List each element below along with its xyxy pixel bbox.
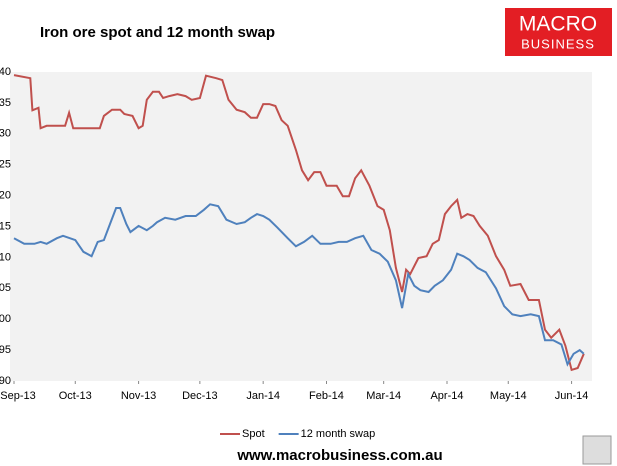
y-tick-label: 135 [0,97,11,109]
logo-text: BUSINESS [521,36,595,51]
x-tick-label: Mar-14 [366,390,401,402]
legend-label: Spot [242,428,265,440]
y-tick-label: 90 [0,375,11,387]
y-tick-label: 115 [0,220,11,232]
y-tick-label: 95 [0,344,11,356]
x-tick-label: Dec-13 [182,390,217,402]
y-tick-label: 100 [0,313,11,325]
y-tick-label: 140 [0,66,11,78]
x-tick-label: May-14 [490,390,527,402]
logo-icon [582,435,612,465]
line [13,74,585,372]
y-tick-label: 125 [0,159,11,171]
y-tick-label: 105 [0,282,11,294]
x-tick-label: Feb-14 [309,390,344,402]
logo [505,8,612,56]
y-tick-label: 110 [0,251,11,263]
x-tick-label: Nov-13 [121,390,156,402]
x-tick-label: Jun-14 [555,390,589,402]
x-tick-label: Oct-13 [59,390,92,402]
y-tick-label: 130 [0,128,11,140]
x-tick-label: Jan-14 [246,390,280,402]
footer: www.macrobusiness.com.au [236,447,442,464]
chart-title: Iron ore spot and 12 month swap [40,24,275,41]
y-tick-label: 120 [0,190,11,202]
x-tick-label: Apr-14 [430,390,463,402]
line [13,203,585,367]
logo-text: MACRO [519,13,597,36]
plot-area [10,72,592,381]
x-tick-label: Sep-13 [0,390,35,402]
legend-label: 12 month swap [301,428,376,440]
